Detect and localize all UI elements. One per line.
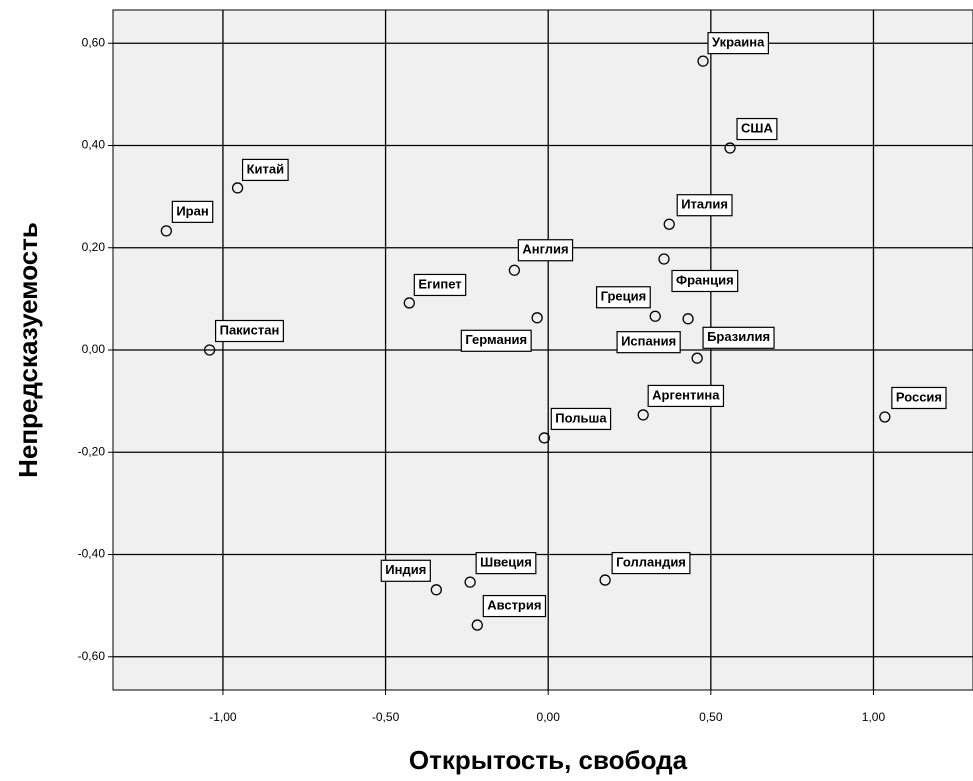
point xyxy=(403,297,415,309)
y-tick-label: 0,20 xyxy=(82,240,106,254)
label-box xyxy=(676,194,733,217)
label-box xyxy=(616,331,681,354)
point-label: Пакистан xyxy=(220,322,280,337)
point xyxy=(538,432,550,444)
y-tick-label: 0,00 xyxy=(82,342,106,356)
y-tick-label: 0,40 xyxy=(82,138,106,152)
point-label: Россия xyxy=(896,389,942,404)
point-label: Аргентина xyxy=(652,387,720,402)
label-box xyxy=(707,32,769,55)
label-box xyxy=(482,594,547,618)
point-label: Швеция xyxy=(480,555,532,570)
label-box xyxy=(702,326,775,349)
point-label: Украина xyxy=(712,35,765,50)
label-box xyxy=(611,551,691,575)
label-box xyxy=(171,200,214,223)
point-label: Индия xyxy=(385,562,426,577)
x-tick-label: -0,50 xyxy=(372,710,400,724)
y-axis-title: Непредсказуемость xyxy=(13,222,43,478)
point xyxy=(663,218,675,230)
point-label: Иран xyxy=(176,203,208,218)
point xyxy=(430,584,442,596)
y-tick-label: 0,60 xyxy=(82,35,106,49)
label-box xyxy=(380,559,431,582)
point xyxy=(879,411,891,423)
point-label: Китай xyxy=(247,161,285,176)
point xyxy=(697,55,709,67)
label-box xyxy=(595,286,651,309)
point xyxy=(724,142,736,154)
label-box xyxy=(241,158,289,182)
label-box xyxy=(460,329,532,352)
label-box xyxy=(736,117,778,141)
point xyxy=(691,352,703,364)
point xyxy=(471,619,483,631)
point xyxy=(682,313,694,325)
point xyxy=(464,576,476,588)
point-label: Польша xyxy=(555,410,607,425)
point-label: США xyxy=(741,120,773,135)
point-label: Англия xyxy=(522,242,568,257)
point xyxy=(160,225,172,237)
y-tick-label: -0,60 xyxy=(78,649,106,663)
point-label: Испания xyxy=(621,334,676,349)
x-tick-label: -1,00 xyxy=(209,710,237,724)
label-box xyxy=(647,384,725,408)
label-box xyxy=(891,386,947,410)
point-label: Франция xyxy=(676,272,734,287)
point xyxy=(203,344,216,356)
point xyxy=(599,574,611,586)
label-box xyxy=(671,269,739,293)
point-label: Австрия xyxy=(487,598,541,613)
point xyxy=(231,182,244,194)
label-box xyxy=(475,552,537,575)
point xyxy=(637,409,649,421)
point-label: Греция xyxy=(601,289,647,304)
label-box xyxy=(550,407,612,431)
point-label: Голландия xyxy=(616,555,686,570)
y-tick-label: -0,20 xyxy=(78,444,106,458)
x-axis-title: Открытость, свобода xyxy=(409,745,688,775)
label-box xyxy=(517,239,574,262)
x-tick-label: 0,50 xyxy=(699,710,723,724)
label-box xyxy=(215,319,284,343)
point xyxy=(649,310,661,322)
point-label: Италия xyxy=(681,197,728,212)
point xyxy=(531,312,543,324)
point xyxy=(658,253,670,265)
point-label: Египет xyxy=(418,276,461,291)
point-label: Германия xyxy=(465,332,527,347)
x-tick-label: 0,00 xyxy=(537,710,561,724)
point xyxy=(508,264,521,276)
x-tick-label: 1,00 xyxy=(862,710,886,724)
point-label: Бразилия xyxy=(707,329,770,344)
y-tick-label: -0,40 xyxy=(78,547,106,561)
label-box xyxy=(413,273,467,297)
